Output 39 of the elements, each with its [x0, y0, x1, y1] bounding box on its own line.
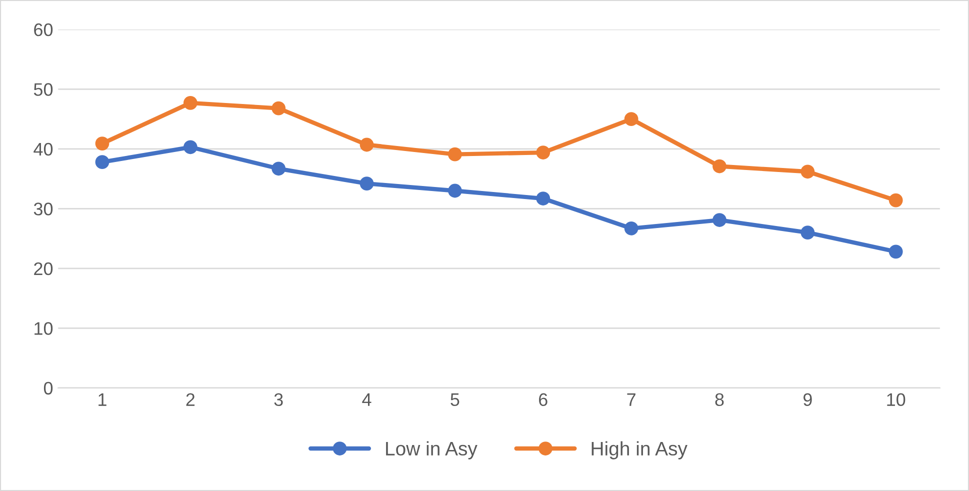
x-tick-label: 2 [186, 393, 195, 406]
point [360, 138, 374, 152]
y-tick-label: 10 [34, 322, 53, 335]
x-tick-label: 3 [274, 393, 283, 406]
y-tick-label: 40 [34, 142, 53, 156]
point [272, 101, 286, 116]
y-tick-label: 0 [44, 382, 53, 395]
point [536, 192, 550, 206]
point [712, 213, 726, 227]
x-tick-label: 8 [715, 393, 724, 406]
point [712, 159, 726, 174]
point [888, 193, 903, 208]
point [272, 162, 286, 176]
y-tick-label: 60 [34, 23, 53, 36]
point [95, 136, 110, 151]
point [183, 96, 198, 110]
point [95, 155, 110, 170]
x-tick-label: 7 [627, 393, 636, 406]
point [624, 221, 638, 236]
y-tick-label: 50 [34, 83, 53, 96]
y-tick-label: 30 [34, 202, 53, 216]
point [183, 140, 198, 154]
legend-label: Low in Asy [386, 441, 478, 460]
x-tick-label: 1 [98, 393, 106, 406]
point [624, 112, 638, 126]
x-tick-label: 9 [803, 393, 812, 406]
point [448, 147, 462, 162]
point [800, 164, 815, 179]
point [360, 176, 374, 191]
x-tick-label: 5 [450, 393, 460, 406]
point [536, 146, 550, 160]
x-tick-label: 10 [887, 393, 906, 406]
x-tick-label: 4 [362, 393, 372, 406]
y-tick-label: 20 [34, 262, 53, 276]
x-tick-label: 6 [539, 393, 548, 406]
point [800, 226, 815, 240]
point [448, 184, 462, 198]
legend-label: High in Asy [592, 441, 688, 460]
point [888, 244, 903, 259]
